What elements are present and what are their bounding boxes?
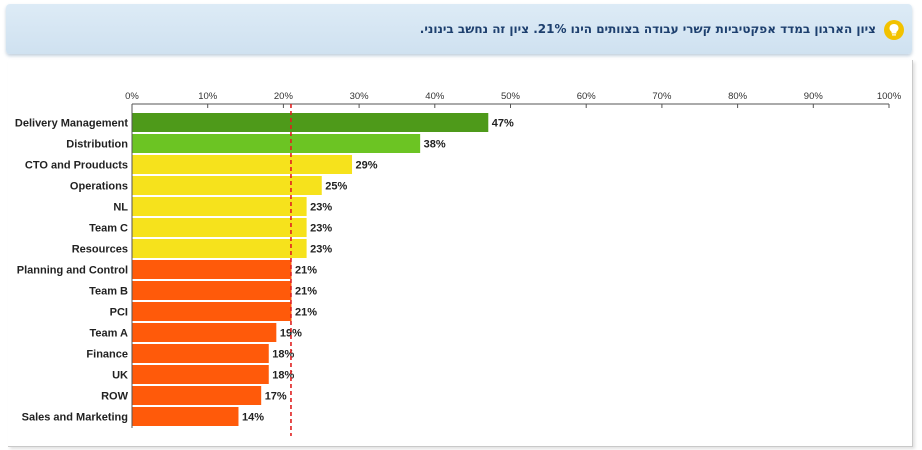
category-label: Resources: [72, 244, 128, 256]
value-label: 47%: [492, 118, 514, 130]
category-label: Team B: [89, 286, 128, 298]
bar: [132, 302, 292, 321]
category-label: CTO and Prouducts: [25, 160, 128, 172]
bar: [132, 176, 322, 195]
x-tick-label: 30%: [350, 91, 370, 102]
category-label: PCI: [110, 307, 128, 319]
value-label: 19%: [280, 328, 302, 340]
value-label: 38%: [424, 139, 446, 151]
value-label: 23%: [310, 202, 332, 214]
bar: [132, 344, 269, 363]
category-label: Team C: [89, 223, 128, 235]
x-tick-label: 90%: [804, 91, 824, 102]
bar: [132, 365, 269, 384]
bar: [132, 281, 292, 300]
category-label: Team A: [89, 328, 128, 340]
value-label: 21%: [295, 265, 317, 277]
category-label: Finance: [86, 349, 128, 361]
bar: [132, 113, 489, 132]
category-label: Operations: [70, 181, 128, 193]
value-label: 23%: [310, 223, 332, 235]
bar: [132, 218, 307, 237]
value-label: 21%: [295, 286, 317, 298]
bar: [132, 407, 239, 426]
x-tick-label: 60%: [577, 91, 597, 102]
category-label: UK: [112, 370, 128, 382]
banner-text: ציון הארגון במדד אפקטיביות קשרי עבודה בצ…: [419, 22, 876, 36]
x-tick-label: 70%: [652, 91, 672, 102]
x-tick-label: 0%: [125, 91, 139, 102]
value-label: 17%: [265, 391, 287, 403]
bar: [132, 155, 353, 174]
bar: [132, 260, 292, 279]
value-label: 21%: [295, 307, 317, 319]
info-banner: ציון הארגון במדד אפקטיביות קשרי עבודה בצ…: [6, 4, 912, 54]
value-label: 23%: [310, 244, 332, 256]
lightbulb-icon: [884, 20, 904, 40]
x-tick-label: 50%: [501, 91, 521, 102]
category-label: Sales and Marketing: [22, 412, 128, 424]
category-label: ROW: [101, 391, 129, 403]
bar: [132, 197, 307, 216]
bar: [132, 323, 277, 342]
bar: [132, 239, 307, 258]
bar: [132, 386, 262, 405]
category-label: NL: [113, 202, 128, 214]
value-label: 29%: [356, 160, 378, 172]
x-tick-label: 100%: [877, 91, 902, 102]
value-label: 18%: [272, 349, 294, 361]
category-label: Planning and Control: [17, 265, 128, 277]
category-label: Delivery Management: [15, 118, 128, 130]
x-tick-label: 20%: [274, 91, 294, 102]
x-tick-label: 40%: [425, 91, 445, 102]
x-tick-label: 80%: [728, 91, 748, 102]
bar: [132, 134, 421, 153]
chart-frame: [8, 60, 913, 447]
value-label: 25%: [325, 181, 347, 193]
category-label: Distribution: [66, 139, 128, 151]
value-label: 14%: [242, 412, 264, 424]
value-label: 18%: [272, 370, 294, 382]
x-tick-label: 10%: [198, 91, 218, 102]
